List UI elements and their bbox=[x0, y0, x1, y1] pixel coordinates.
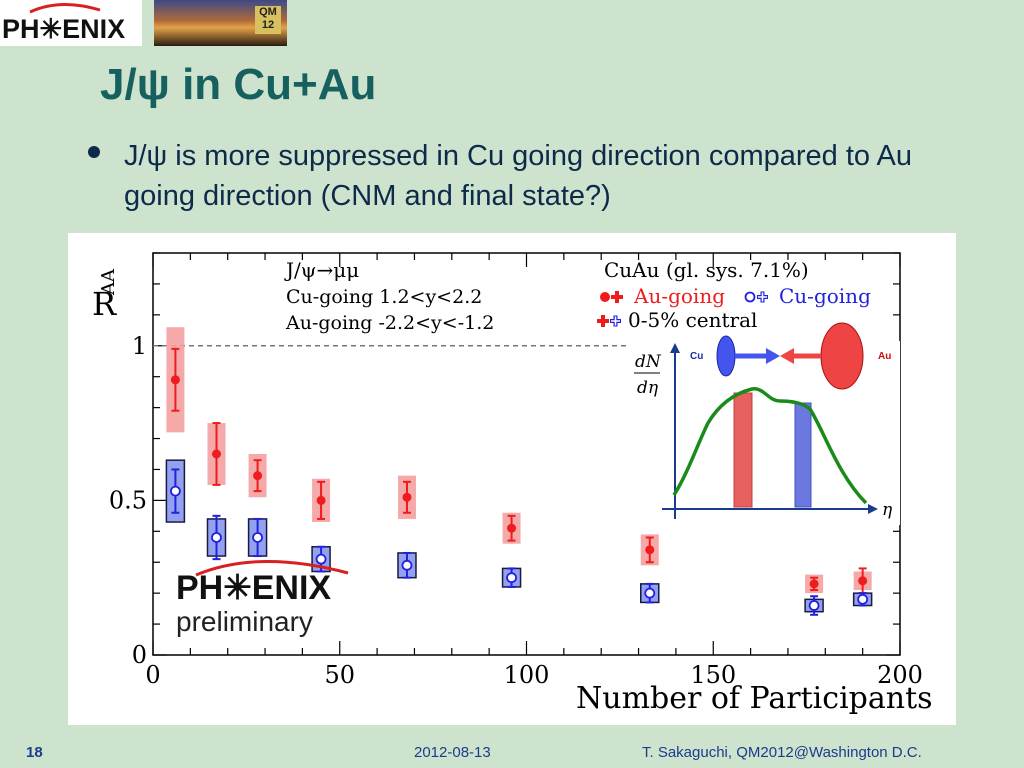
conference-badge: QM 12 bbox=[255, 6, 281, 34]
legend-central-au-cross bbox=[597, 315, 609, 327]
annotation-au-range: Au-going -2.2<y<-1.2 bbox=[285, 312, 494, 334]
cu-data-point bbox=[211, 532, 222, 543]
inset-au-nucleus-icon bbox=[820, 322, 864, 390]
legend-central-label: 0-5% central bbox=[628, 308, 757, 332]
legend-central-cu-cross-inner bbox=[611, 316, 620, 326]
inset-cu-nucleus-icon bbox=[716, 335, 736, 377]
x-tick-label: 50 bbox=[324, 661, 355, 689]
bullet-text: J/ψ is more suppressed in Cu going direc… bbox=[124, 140, 912, 212]
au-data-point bbox=[507, 523, 517, 533]
cu-data-point bbox=[808, 600, 820, 611]
inset-dndeta-curve bbox=[672, 387, 868, 505]
inset-cu-label: Cu bbox=[690, 351, 703, 362]
cu-data-point bbox=[857, 593, 869, 605]
inset-cu-band bbox=[733, 392, 753, 508]
cu-data-point bbox=[644, 587, 656, 599]
logo-text: PH✳ENIX bbox=[2, 14, 126, 44]
au-data-point bbox=[858, 576, 868, 586]
x-tick-label: 100 bbox=[504, 661, 550, 689]
inset-diagram: dN dη η Cu Au bbox=[628, 322, 900, 525]
legend-au-marker-dot bbox=[600, 292, 610, 302]
au-data-point bbox=[809, 579, 819, 589]
annotation-system: CuAu (gl. sys. 7.1%) bbox=[604, 258, 809, 282]
cu-data-point bbox=[252, 532, 263, 543]
slide-title: J/ψ in Cu+Au bbox=[100, 60, 377, 109]
cu-data-point bbox=[401, 559, 413, 571]
au-data-point bbox=[402, 492, 412, 502]
logo-arc-icon bbox=[29, 2, 101, 14]
conference-photo: QM 12 bbox=[154, 0, 287, 46]
au-data-point bbox=[316, 495, 326, 505]
y-axis-label: R bbox=[92, 285, 117, 323]
x-tick-label: 150 bbox=[690, 661, 736, 689]
inset-x-arrow-icon bbox=[868, 504, 878, 514]
inset-x-label: η bbox=[882, 500, 893, 520]
inset-au-band bbox=[794, 402, 812, 508]
legend-cu-marker-dot bbox=[744, 291, 756, 303]
prelim-label: preliminary bbox=[176, 606, 313, 637]
annotation-cu-range: Cu-going 1.2<y<2.2 bbox=[286, 286, 482, 308]
inset-cu-arrow-icon bbox=[766, 348, 780, 364]
raa-chart: 0 50 100 150 200 0 0.5 1 R AA Number of Partici… bbox=[92, 252, 933, 716]
au-data-point bbox=[253, 471, 263, 481]
au-data-point bbox=[645, 545, 655, 555]
x-tick-label: 200 bbox=[877, 661, 923, 689]
inset-y-arrow-icon bbox=[670, 343, 680, 353]
legend-cu-marker-cross-inner bbox=[758, 292, 767, 302]
cu-data-point bbox=[315, 553, 327, 565]
cu-data-point bbox=[506, 572, 517, 584]
y-axis-label-sub: AA bbox=[98, 268, 119, 296]
prelim-arc-icon bbox=[195, 559, 349, 577]
raa-figure: 0 50 100 150 200 0 0.5 1 R AA Number of Partici… bbox=[68, 233, 956, 725]
cu-data-point bbox=[170, 485, 181, 497]
y-tick-label: 0.5 bbox=[109, 486, 147, 514]
footer-author: T. Sakaguchi, QM2012@Washington D.C. bbox=[642, 744, 922, 761]
bullet-icon bbox=[88, 146, 100, 158]
inset-au-label: Au bbox=[878, 351, 891, 362]
page-number: 18 bbox=[26, 744, 43, 761]
y-tick-label: 0 bbox=[132, 641, 147, 669]
phenix-logo: PH✳ENIX bbox=[0, 0, 142, 46]
x-tick-label: 0 bbox=[145, 661, 160, 689]
prelim-logo: PH✳ENIX bbox=[176, 569, 332, 607]
legend-au-marker-cross bbox=[611, 291, 623, 303]
legend-cu-label: Cu-going bbox=[779, 284, 871, 308]
x-axis-label: Number of Participants bbox=[576, 681, 933, 716]
y-tick-label: 1 bbox=[132, 332, 147, 360]
inset-y-label-den: dη bbox=[637, 378, 659, 398]
footer-date: 2012-08-13 bbox=[414, 744, 491, 761]
legend-au-label: Au-going bbox=[633, 284, 725, 308]
annotation-process: J/ψ→μμ bbox=[284, 258, 359, 282]
inset-y-label-num: dN bbox=[635, 352, 662, 372]
au-data-point bbox=[170, 375, 180, 385]
au-data-point bbox=[211, 449, 221, 459]
inset-au-arrow-icon bbox=[780, 348, 794, 364]
